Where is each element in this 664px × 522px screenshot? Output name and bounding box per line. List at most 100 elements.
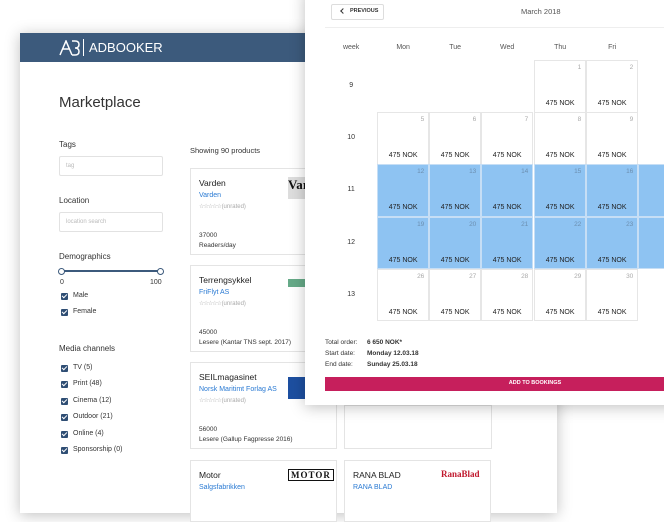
publisher-link[interactable]: RANA BLAD xyxy=(353,484,393,491)
range-min: 0 xyxy=(60,279,64,286)
day-date: 19 xyxy=(417,220,425,228)
checkbox-label: Male xyxy=(73,292,89,299)
checkbox[interactable] xyxy=(61,365,68,372)
publisher-logo xyxy=(288,279,318,287)
card-title: Motor xyxy=(199,470,221,480)
day-date: 8 xyxy=(577,116,582,124)
day-cell[interactable] xyxy=(534,112,587,165)
day-cell[interactable] xyxy=(481,112,534,165)
reach-label: Lesere (Kantar TNS sept. 2017) xyxy=(199,339,292,346)
day-price: 475 NOK xyxy=(388,204,418,212)
card-title: Terrengsykkel xyxy=(199,275,252,285)
card[interactable] xyxy=(344,405,492,449)
checkbox[interactable] xyxy=(61,309,68,316)
checkbox[interactable] xyxy=(61,381,68,389)
previous-button[interactable] xyxy=(331,4,384,20)
checkbox-label: Print (48) xyxy=(73,380,102,388)
range-handle[interactable] xyxy=(157,268,164,275)
day-cell[interactable] xyxy=(429,112,482,165)
day-cell[interactable] xyxy=(377,112,430,165)
day-price: 475 NOK xyxy=(492,256,522,264)
day-date: 9 xyxy=(629,116,634,124)
filter-label: Demographics xyxy=(59,252,111,261)
logo-mark xyxy=(59,40,80,56)
day-cell[interactable] xyxy=(586,164,639,217)
day-cell[interactable] xyxy=(586,60,639,113)
column-header: week xyxy=(342,44,360,51)
day-cell[interactable] xyxy=(429,164,482,217)
day-cell[interactable] xyxy=(586,112,639,165)
add-button[interactable] xyxy=(325,377,664,391)
screen: ADBOOKER Marketplace Tags tag Location locat… xyxy=(0,0,664,498)
summary-value: Sunday 25.03.18 xyxy=(367,361,418,368)
publisher-link[interactable]: Norsk Maritimt Forlag AS xyxy=(199,386,277,393)
column-header: Thu xyxy=(554,44,567,51)
day-cell[interactable] xyxy=(481,164,534,217)
day-cell[interactable] xyxy=(534,60,587,113)
day-cell[interactable] xyxy=(534,216,587,270)
checkbox-label: Sponsorship (0) xyxy=(73,446,123,453)
range-max: 100 xyxy=(150,279,162,286)
day-price: 475 NOK xyxy=(492,152,522,160)
checkbox-label: Online (4) xyxy=(73,429,104,437)
day-date: 22 xyxy=(574,220,582,228)
day-cell[interactable] xyxy=(586,268,639,322)
day-price: 475 NOK xyxy=(440,308,470,316)
day-cell[interactable] xyxy=(586,216,639,270)
tag-input[interactable]: tag xyxy=(59,156,163,176)
checkbox[interactable] xyxy=(61,397,68,405)
publisher-link[interactable]: Salgsfabrikken xyxy=(199,484,245,491)
day-date: 27 xyxy=(469,272,477,280)
rating: (unrated) xyxy=(199,203,246,210)
day-price: 475 NOK xyxy=(545,204,575,212)
filter-label: Tags xyxy=(59,140,76,149)
day-price: 475 NOK xyxy=(440,256,470,264)
checkbox[interactable] xyxy=(61,414,68,422)
day-date: 5 xyxy=(420,116,425,124)
checkbox[interactable] xyxy=(61,293,68,300)
day-cell[interactable] xyxy=(377,216,430,270)
day-price: 475 NOK xyxy=(597,256,627,264)
day-price: 475 NOK xyxy=(597,204,627,212)
day-date: 7 xyxy=(524,116,529,124)
day-cell[interactable] xyxy=(429,268,482,322)
range-handle[interactable] xyxy=(58,268,65,275)
day-price: 475 NOK xyxy=(492,308,522,316)
day-price: 475 NOK xyxy=(388,256,418,264)
day-cell[interactable] xyxy=(481,268,534,322)
day-price: 475 NOK xyxy=(597,308,627,316)
day-price: 475 NOK xyxy=(388,152,418,160)
publisher-link[interactable]: Varden xyxy=(199,192,222,199)
summary-label: End date: xyxy=(325,361,353,368)
day-cell[interactable] xyxy=(534,164,587,217)
rating: (unrated) xyxy=(199,300,246,307)
column-header: Tue xyxy=(449,44,462,51)
summary-value: Monday 12.03.18 xyxy=(367,350,419,357)
day-cell[interactable] xyxy=(429,216,482,270)
checkbox-label: Outdoor (21) xyxy=(73,413,113,421)
day-price: 475 NOK xyxy=(440,204,470,212)
column-header: Fri xyxy=(608,44,617,51)
checkbox[interactable] xyxy=(61,430,68,438)
day-price: 475 NOK xyxy=(545,100,575,107)
publisher-logo: MOTOR xyxy=(288,469,334,481)
day-date: 13 xyxy=(469,168,477,176)
card-title: SEILmagasinet xyxy=(199,372,257,382)
page-title: Marketplace xyxy=(59,94,141,111)
day-price: 475 NOK xyxy=(545,308,575,316)
publisher-link[interactable]: FriFlyt AS xyxy=(199,289,230,296)
month-title: March 2018 xyxy=(521,7,561,16)
checkbox[interactable] xyxy=(61,447,68,454)
day-date: 12 xyxy=(417,168,425,176)
day-cell[interactable] xyxy=(534,268,587,322)
reach: 56000 xyxy=(199,426,218,433)
day-price: 475 NOK xyxy=(545,256,575,264)
reach: 45000 xyxy=(199,329,218,336)
location-input[interactable]: location search xyxy=(59,212,163,232)
day-cell[interactable] xyxy=(377,268,430,322)
day-cell[interactable] xyxy=(377,164,430,217)
checkbox-label: Cinema (12) xyxy=(73,396,112,404)
day-date: 14 xyxy=(521,168,529,176)
header-divider xyxy=(325,27,664,28)
day-cell[interactable] xyxy=(481,216,534,270)
